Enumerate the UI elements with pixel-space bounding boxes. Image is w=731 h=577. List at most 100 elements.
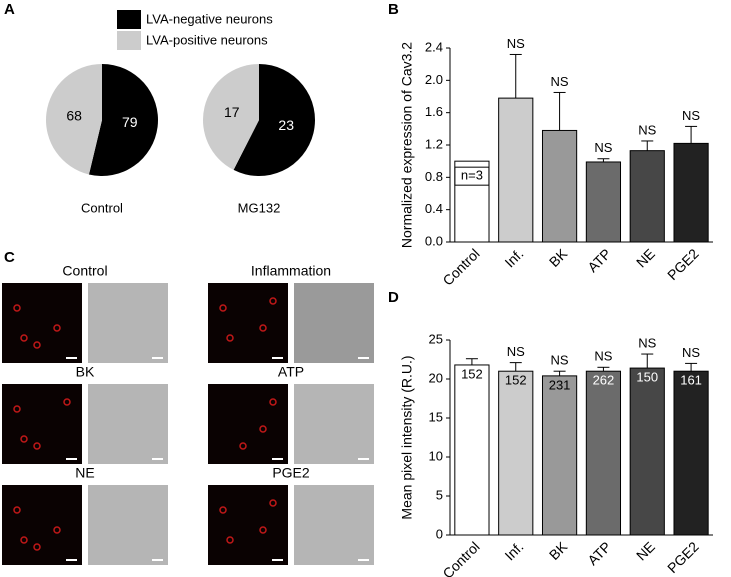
cell: [13, 405, 21, 413]
y-tick-label: 20: [429, 370, 443, 385]
cell: [33, 341, 41, 349]
brightfield-image: [294, 384, 374, 464]
bar: [585, 370, 622, 536]
annotation: NS: [594, 140, 612, 155]
y-tick-label: 2.0: [425, 72, 443, 87]
fluorescence-image: [2, 384, 82, 464]
cell: [53, 526, 61, 534]
bar: [673, 370, 709, 536]
cell: [259, 324, 267, 332]
y-tick-label: 1.2: [425, 136, 443, 151]
x-tick-label: PGE2: [664, 538, 702, 576]
x-tick-label: ATP: [584, 538, 614, 568]
y-tick-label: 0.8: [425, 169, 443, 184]
annotation: NS: [682, 345, 700, 360]
panel-letter: B: [388, 1, 399, 18]
annotation: NS: [594, 349, 612, 364]
y-tick-label: 5: [436, 487, 443, 502]
y-tick-label: 0.4: [425, 201, 443, 216]
panel-letter: C: [4, 249, 15, 266]
bar: [498, 97, 534, 243]
y-tick-label: 1.6: [425, 104, 443, 119]
annotation: NS: [551, 353, 569, 368]
x-tick-label: ATP: [584, 245, 614, 275]
annotation: NS: [507, 344, 525, 359]
cell: [33, 543, 41, 551]
fluorescence-image: [208, 283, 288, 363]
brightfield-image: [88, 283, 168, 363]
brightfield-image: [294, 485, 374, 565]
cell: [63, 398, 71, 406]
cell: [269, 297, 277, 305]
legend-swatch: [117, 10, 141, 29]
x-tick-label: PGE2: [664, 245, 702, 283]
count-label: 262: [593, 373, 615, 388]
cell: [219, 506, 227, 514]
count-label: 231: [549, 377, 571, 392]
annotation: NS: [551, 74, 569, 89]
x-tick-label: Inf.: [501, 245, 526, 270]
fluorescence-image: [2, 485, 82, 565]
annotation-box: [454, 166, 490, 186]
cell: [219, 304, 227, 312]
image-title: NE: [75, 465, 94, 481]
panel-letter: A: [4, 1, 15, 18]
fluorescence-image: [208, 485, 288, 565]
x-tick-label: NE: [633, 538, 658, 563]
y-tick-label: 10: [429, 448, 443, 463]
cell: [226, 334, 234, 342]
cell: [259, 526, 267, 534]
x-tick-label: Control: [439, 538, 482, 577]
count-label: 152: [461, 366, 483, 381]
brightfield-image: [88, 485, 168, 565]
cell: [269, 398, 277, 406]
y-axis-label: Mean pixel intensity (R.U.): [399, 355, 415, 519]
slice-label: 68: [66, 107, 82, 123]
bar: [454, 364, 490, 536]
x-tick-label: BK: [546, 245, 571, 270]
image-title: ATP: [278, 364, 304, 380]
bar: [629, 367, 665, 536]
y-axis-label: Normalized expression of Cav3.2: [399, 42, 415, 248]
cell: [259, 425, 267, 433]
image-title: PGE2: [272, 465, 310, 481]
pie-slice: [46, 64, 102, 175]
brightfield-image: [88, 384, 168, 464]
fluorescence-image: [208, 384, 288, 464]
cell: [20, 435, 28, 443]
cell: [20, 334, 28, 342]
pie-slice: [203, 64, 259, 170]
y-tick-label: 2.4: [425, 39, 443, 54]
x-tick-label: Control: [439, 245, 482, 288]
cell: [53, 324, 61, 332]
bar: [541, 129, 578, 243]
bar: [673, 142, 709, 243]
y-tick-label: 15: [429, 409, 443, 424]
cell: [239, 442, 247, 450]
panel-letter: D: [388, 289, 399, 306]
count-label: 150: [636, 370, 658, 385]
x-tick-label: Inf.: [501, 538, 526, 563]
y-tick-label: 0.0: [425, 233, 443, 248]
image-title: BK: [76, 364, 95, 380]
bar: [498, 370, 534, 536]
image-title: Inflammation: [251, 263, 331, 279]
annotation: NS: [682, 108, 700, 123]
slice-label: 23: [278, 117, 294, 133]
cell: [13, 304, 21, 312]
count-label: 152: [505, 373, 527, 388]
legend-swatch: [117, 31, 141, 50]
y-tick-label: 0: [436, 526, 443, 541]
pie-label: Control: [81, 200, 123, 215]
cell: [226, 536, 234, 544]
y-tick-label: 25: [429, 331, 443, 346]
count-label: 161: [680, 373, 702, 388]
fluorescence-image: [2, 283, 82, 363]
pie-label: MG132: [238, 200, 281, 215]
annotation: n=3: [461, 168, 483, 183]
pie-slice: [233, 64, 316, 176]
x-tick-label: BK: [546, 538, 571, 563]
annotation: NS: [507, 36, 525, 51]
bar: [541, 375, 578, 536]
